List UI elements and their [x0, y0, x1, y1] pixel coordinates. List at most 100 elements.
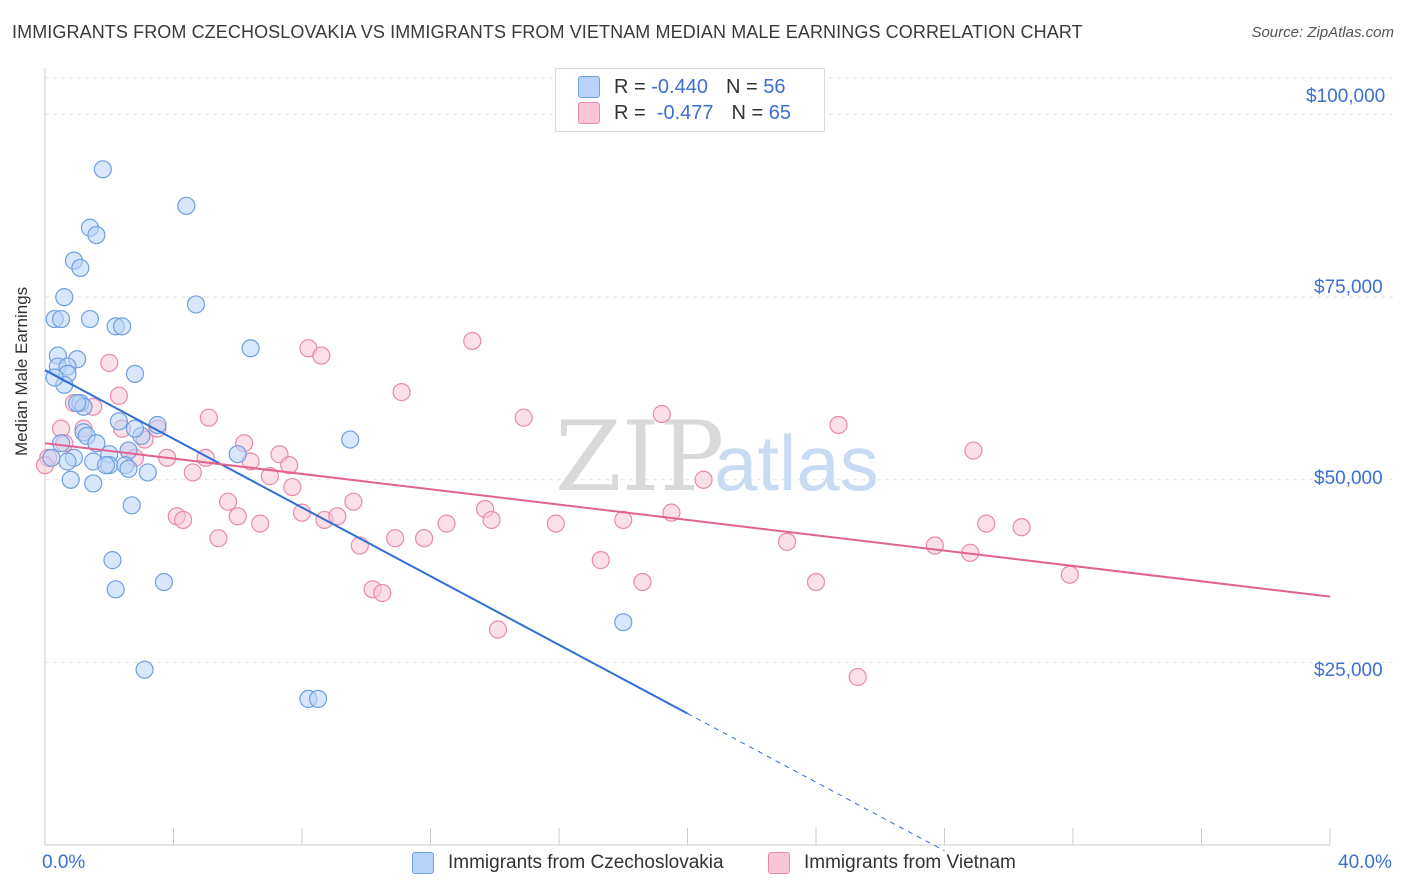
series-czechoslovakia-points: [42, 160, 633, 709]
data-point: [51, 434, 71, 453]
data-point: [386, 529, 405, 548]
data-point: [414, 529, 434, 548]
data-point: [925, 536, 944, 555]
legend-label: Immigrants from Czechoslovakia: [448, 852, 724, 873]
legend-item-vietnam: Immigrants from Vietnam: [768, 852, 1016, 874]
y-tick-label: $25,000: [1314, 660, 1383, 681]
data-point: [829, 415, 848, 435]
y-tick-label: $100,000: [1306, 86, 1386, 107]
chart-title: IMMIGRANTS FROM CZECHOSLOVAKIA VS IMMIGR…: [12, 22, 1083, 42]
data-point: [482, 510, 501, 530]
trend-lines: [44, 369, 1331, 852]
data-point: [437, 514, 456, 533]
x-tick-label-min: 0.0%: [42, 852, 86, 873]
data-point: [87, 434, 106, 453]
data-point: [87, 225, 106, 245]
data-point: [308, 689, 328, 709]
trend-line-czechoslovakia-extension: [687, 713, 945, 852]
data-point: [186, 295, 206, 314]
x-tick-label-max: 40.0%: [1338, 852, 1392, 873]
data-point: [138, 463, 157, 482]
data-point: [1012, 518, 1031, 537]
legend-row-vietnam: R = -0.477 N = 65: [578, 100, 791, 126]
data-point: [614, 613, 633, 632]
data-point: [652, 404, 671, 424]
data-point: [96, 456, 116, 475]
data-point: [135, 660, 154, 679]
legend-label: Immigrants from Vietnam: [804, 852, 1016, 873]
data-point: [463, 331, 482, 351]
legend-swatch-blue: [578, 76, 600, 98]
legend-swatch-pink: [768, 852, 790, 874]
data-point: [251, 514, 270, 533]
trend-line-vietnam: [44, 442, 1331, 598]
legend-n-label: N =: [731, 101, 769, 124]
data-point: [209, 529, 228, 548]
series-legend: Immigrants from Czechoslovakia Immigrant…: [0, 852, 1406, 878]
data-point: [964, 441, 983, 460]
y-axis-title: Median Male Earnings: [12, 286, 31, 456]
data-point: [488, 620, 508, 639]
y-tick-label: $50,000: [1314, 468, 1383, 489]
data-point: [125, 419, 145, 438]
data-point: [103, 551, 122, 570]
data-point: [228, 507, 247, 526]
data-point: [112, 317, 132, 336]
data-point: [125, 364, 145, 383]
data-point: [68, 393, 87, 413]
data-point: [977, 514, 996, 533]
gridlines: [45, 77, 1393, 663]
legend-row-czechoslovakia: R = -0.440 N = 56: [578, 74, 785, 100]
data-point: [219, 492, 238, 511]
data-point: [71, 258, 90, 278]
data-point: [806, 572, 826, 592]
legend-n-label: N =: [725, 75, 764, 98]
data-point: [84, 474, 103, 493]
trend-line-czechoslovakia: [44, 369, 688, 715]
data-point: [633, 572, 652, 592]
data-point: [546, 514, 565, 533]
data-point: [591, 551, 610, 570]
watermark-atlas: atlas: [714, 419, 879, 507]
data-point: [280, 456, 299, 475]
legend-r-label: R =: [614, 101, 652, 124]
data-point: [514, 408, 533, 427]
data-point: [55, 288, 74, 307]
data-point: [61, 470, 80, 489]
legend-swatch-blue: [412, 852, 434, 874]
data-point: [109, 386, 128, 405]
data-point: [42, 448, 61, 467]
data-point: [350, 536, 369, 555]
watermark-zip: ZIP: [555, 401, 724, 513]
data-point: [51, 309, 71, 329]
data-point: [777, 532, 797, 551]
correlation-legend: R = -0.440 N = 56 R = -0.477 N = 65: [555, 68, 825, 132]
data-point: [106, 580, 125, 599]
source-label: Source: ZipAtlas.com: [1251, 24, 1394, 41]
data-point: [93, 160, 112, 179]
legend-r-label: R =: [614, 75, 652, 98]
data-point: [174, 510, 193, 530]
data-point: [328, 507, 347, 526]
data-point: [228, 445, 247, 464]
data-point: [344, 492, 363, 511]
legend-r-value: -0.477: [651, 101, 714, 124]
data-point: [341, 430, 360, 449]
data-point: [154, 572, 173, 592]
data-point: [694, 470, 713, 489]
data-point: [183, 463, 202, 482]
data-point: [199, 408, 218, 427]
data-point: [80, 309, 100, 329]
data-point: [614, 510, 633, 530]
data-point: [58, 452, 77, 471]
legend-swatch-pink: [578, 102, 600, 124]
data-point: [260, 467, 279, 486]
data-point: [177, 196, 196, 215]
data-point: [312, 346, 331, 365]
data-point: [100, 353, 119, 372]
data-point: [109, 412, 128, 431]
data-point: [122, 496, 141, 515]
legend-item-czechoslovakia: Immigrants from Czechoslovakia: [412, 852, 724, 874]
data-point: [392, 383, 411, 402]
